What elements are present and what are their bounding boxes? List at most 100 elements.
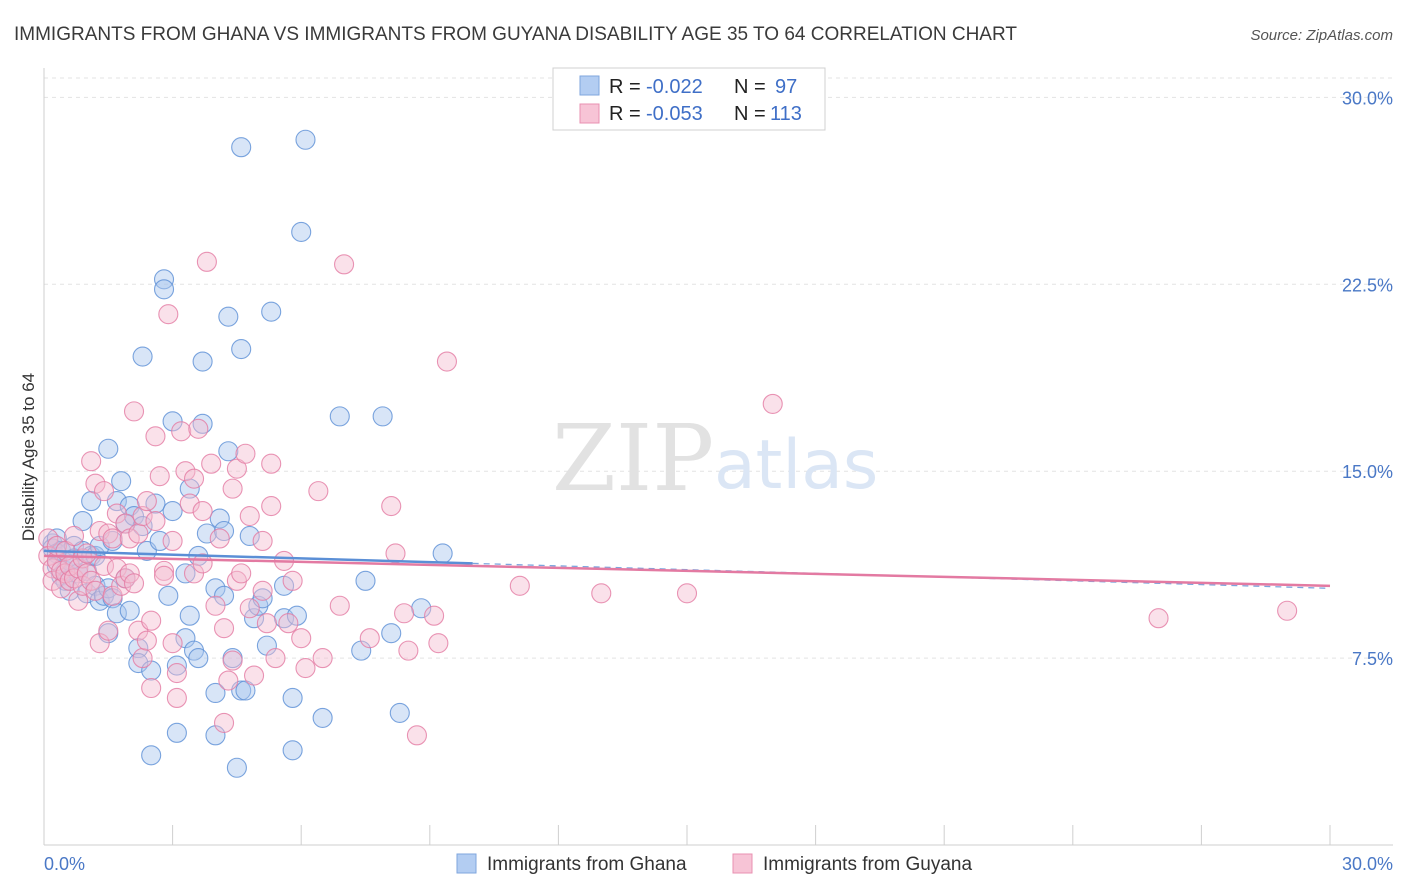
ghana-point-61 (192, 351, 213, 372)
ghana-point-56 (179, 605, 200, 626)
ghana-point-97 (389, 702, 410, 723)
guyana-point-78 (231, 563, 252, 584)
scatter-points (38, 129, 1298, 778)
y-tick-label-1: 15.0% (1342, 462, 1393, 482)
guyana-point-12 (63, 568, 85, 589)
guyana-point-95 (312, 648, 333, 669)
axes (43, 68, 1393, 846)
ghana-point-91 (312, 707, 333, 728)
ghana-point-63 (196, 523, 217, 544)
ghana-point-89 (291, 221, 312, 243)
ghana-point-71 (218, 441, 239, 462)
ghana-point-78 (239, 525, 260, 547)
guyana-point-15 (68, 590, 89, 611)
legend-swatch-ghana (579, 75, 600, 96)
ghana-point-55 (175, 563, 196, 584)
guyana-point-46 (136, 491, 157, 512)
guyana-point-101 (394, 603, 415, 624)
ghana-point-92 (329, 406, 350, 427)
guyana-point-94 (308, 481, 329, 502)
ghana-point-70 (218, 306, 239, 327)
ghana-point-73 (226, 757, 247, 778)
ghana-point-67 (209, 508, 230, 529)
ghana-point-75 (231, 339, 252, 360)
guyana-point-77 (226, 458, 247, 479)
guyana-point-69 (205, 595, 226, 616)
guyana-point-102 (398, 640, 419, 661)
ghana-point-35 (119, 600, 140, 621)
guyana-point-90 (278, 613, 299, 634)
guyana-point-73 (218, 670, 239, 691)
guyana-point-109 (676, 583, 698, 604)
guyana-point-30 (102, 528, 123, 549)
legend-n-value-guyana: 113 (770, 103, 802, 125)
ghana-point-99 (432, 543, 453, 564)
guyana-point-62 (183, 468, 205, 489)
ghana-point-53 (166, 722, 187, 743)
guyana-point-71 (213, 618, 235, 639)
guyana-point-41 (128, 523, 149, 544)
guyana-point-0 (38, 528, 59, 549)
chart-title: IMMIGRANTS FROM GHANA VS IMMIGRANTS FROM… (14, 24, 1017, 45)
guyana-point-48 (141, 677, 162, 699)
guyana-point-29 (98, 620, 119, 641)
stats-legend: R = -0.022 N = 97 R = -0.053 N = 113 (552, 67, 826, 131)
guyana-point-92 (291, 628, 312, 649)
guyana-point-58 (166, 687, 187, 709)
ghana-point-38 (128, 638, 149, 659)
ghana-point-50 (162, 501, 183, 522)
chart-source: Source: ZipAtlas.com (1250, 27, 1393, 44)
ghana-point-59 (188, 648, 209, 669)
guyana-point-97 (334, 254, 355, 275)
guyana-point-70 (209, 528, 230, 549)
guyana-point-23 (85, 473, 106, 494)
guyana-point-22 (85, 580, 106, 601)
series-legend-label-guyana: Immigrants from Guyana (763, 854, 972, 875)
guyana-point-91 (282, 570, 303, 591)
guyana-point-103 (406, 725, 427, 746)
guyana-point-96 (329, 595, 350, 616)
watermark-atlas: atlas (714, 426, 878, 505)
guyana-point-84 (252, 580, 273, 601)
guyana-trend-line (43, 554, 1331, 588)
watermark-zip: ZIP (552, 405, 714, 512)
guyana-point-20 (81, 570, 102, 591)
guyana-point-47 (141, 610, 162, 631)
guyana-point-112 (1277, 600, 1298, 621)
ghana-point-32 (111, 471, 132, 492)
guyana-point-81 (239, 505, 260, 527)
trend-lines (43, 549, 1331, 589)
ghana-point-87 (282, 687, 303, 709)
series-legend-label-ghana: Immigrants from Ghana (487, 854, 687, 875)
y-axis-label: Disability Age 35 to 64 (19, 373, 38, 541)
guyana-point-98 (359, 628, 380, 649)
ghana-point-95 (372, 406, 393, 427)
ghana-point-27 (98, 438, 119, 459)
guyana-point-67 (196, 251, 217, 272)
guyana-point-99 (381, 496, 402, 517)
ghana-trend-line (43, 549, 473, 565)
series-legend-swatch-ghana (456, 853, 477, 874)
guyana-point-80 (239, 598, 260, 619)
guyana-point-75 (222, 478, 243, 499)
ghana-point-77 (235, 680, 256, 701)
guyana-point-108 (591, 583, 612, 604)
ghana-point-44 (141, 745, 162, 766)
guyana-point-59 (171, 421, 192, 442)
guyana-point-40 (123, 573, 145, 594)
ghana-point-52 (166, 655, 187, 676)
legend-r-label-ghana: R = (609, 76, 641, 98)
guyana-point-39 (123, 401, 145, 422)
guyana-point-55 (162, 530, 183, 552)
legend-n-label-guyana: N = (734, 103, 766, 125)
y-tick-label-3: 30.0% (1342, 88, 1393, 108)
guyana-point-60 (175, 461, 196, 482)
ghana-point-79 (243, 608, 265, 629)
guyana-point-49 (145, 510, 166, 532)
ghana-point-65 (205, 682, 226, 704)
legend-n-label-ghana: N = (734, 76, 766, 98)
guyana-point-13 (63, 525, 85, 547)
y-tick-labels: 7.5% 15.0% 22.5% 30.0% (1342, 88, 1393, 669)
guyana-point-43 (132, 505, 153, 527)
